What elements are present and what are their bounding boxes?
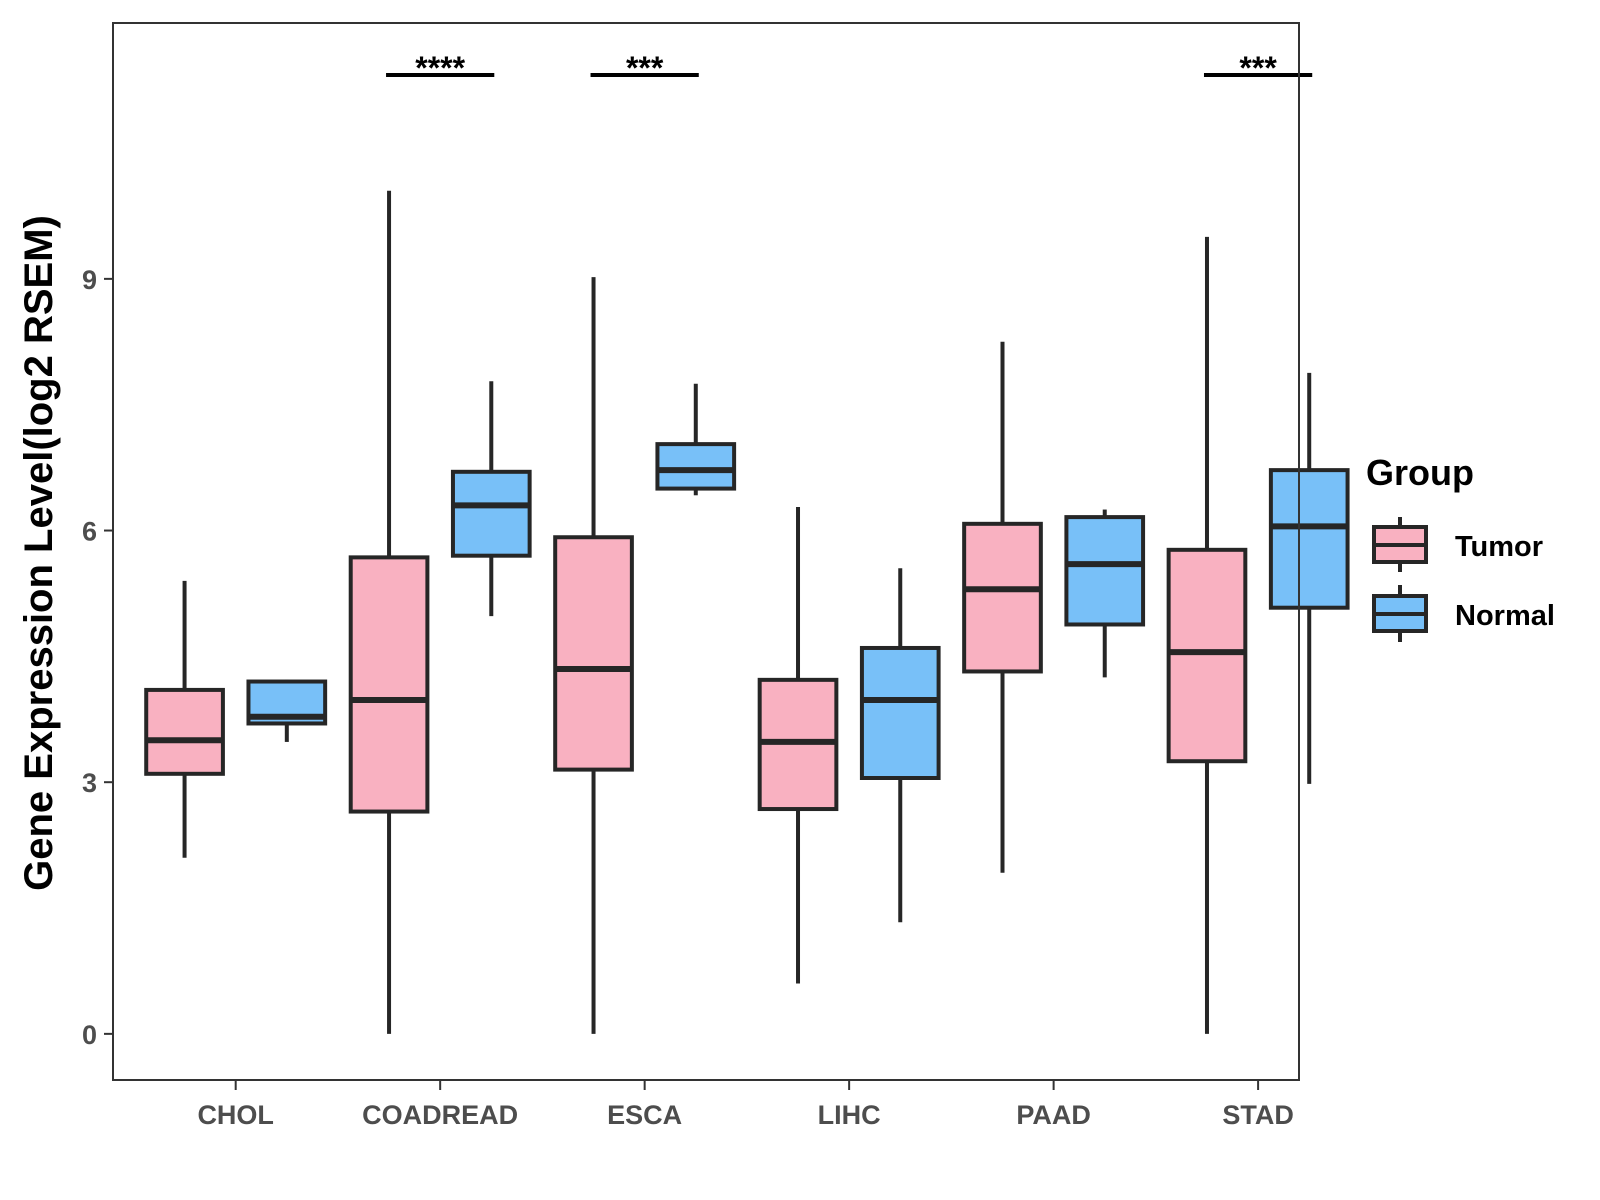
- legend-item-tumor: Tumor: [1372, 517, 1543, 572]
- box-tumor-paad: [962, 341, 1043, 873]
- x-tick-label: STAD: [1222, 1100, 1294, 1130]
- significance-stad: ***: [1203, 50, 1313, 86]
- box-tumor-coadread: [348, 190, 430, 1034]
- x-tick-label: CHOL: [197, 1100, 274, 1130]
- box-tumor-chol: [144, 580, 225, 858]
- legend-label-tumor: Tumor: [1455, 531, 1543, 563]
- x-axis: CHOL COADREAD ESCA LIHC PAAD STAD: [197, 1080, 1294, 1130]
- box-normal-lihc: [859, 568, 941, 923]
- y-tick-label: 6: [82, 517, 97, 547]
- legend: Group Tumor Normal: [1366, 452, 1555, 642]
- box-normal-chol: [246, 679, 328, 742]
- significance-label: ***: [626, 50, 664, 86]
- x-tick-label: ESCA: [607, 1100, 682, 1130]
- significance-label: ***: [1239, 50, 1277, 86]
- box-tumor-lihc: [757, 507, 839, 984]
- box-iqr: [553, 535, 634, 772]
- legend-title: Group: [1366, 452, 1474, 493]
- significance-coadread: ****: [386, 50, 495, 86]
- box-iqr: [859, 645, 941, 780]
- x-tick-label: PAAD: [1016, 1100, 1091, 1130]
- box-iqr: [450, 469, 532, 558]
- box-iqr: [1268, 468, 1350, 610]
- y-tick-label: 0: [82, 1020, 97, 1050]
- x-tick-label: COADREAD: [362, 1100, 518, 1130]
- box-iqr: [1064, 515, 1146, 627]
- plot-panel-border: [112, 22, 1300, 1081]
- box-normal-esca: [655, 383, 737, 496]
- significance-esca: ***: [590, 50, 699, 86]
- y-tick-label: 9: [82, 265, 97, 295]
- box-normal-stad: [1268, 372, 1350, 784]
- box-tumor-esca: [553, 277, 634, 1034]
- box-normal-coadread: [450, 381, 532, 617]
- significance-label: ****: [415, 50, 465, 86]
- x-tick-label: LIHC: [818, 1100, 881, 1130]
- box-tumor-stad: [1166, 236, 1248, 1034]
- box-iqr: [1166, 547, 1248, 764]
- box-normal-paad: [1064, 509, 1146, 678]
- legend-item-normal: Normal: [1372, 585, 1555, 642]
- box-iqr: [962, 521, 1043, 674]
- box-iqr: [348, 555, 430, 814]
- legend-label-normal: Normal: [1455, 600, 1555, 632]
- box-iqr: [144, 687, 225, 776]
- y-axis: 0 3 6 9: [82, 265, 113, 1050]
- y-tick-label: 3: [82, 768, 97, 798]
- y-axis-title: Gene Expression Level(log2 RSEM): [17, 215, 61, 891]
- plot-area: **** *** ***: [144, 50, 1350, 1034]
- box-iqr: [655, 442, 737, 491]
